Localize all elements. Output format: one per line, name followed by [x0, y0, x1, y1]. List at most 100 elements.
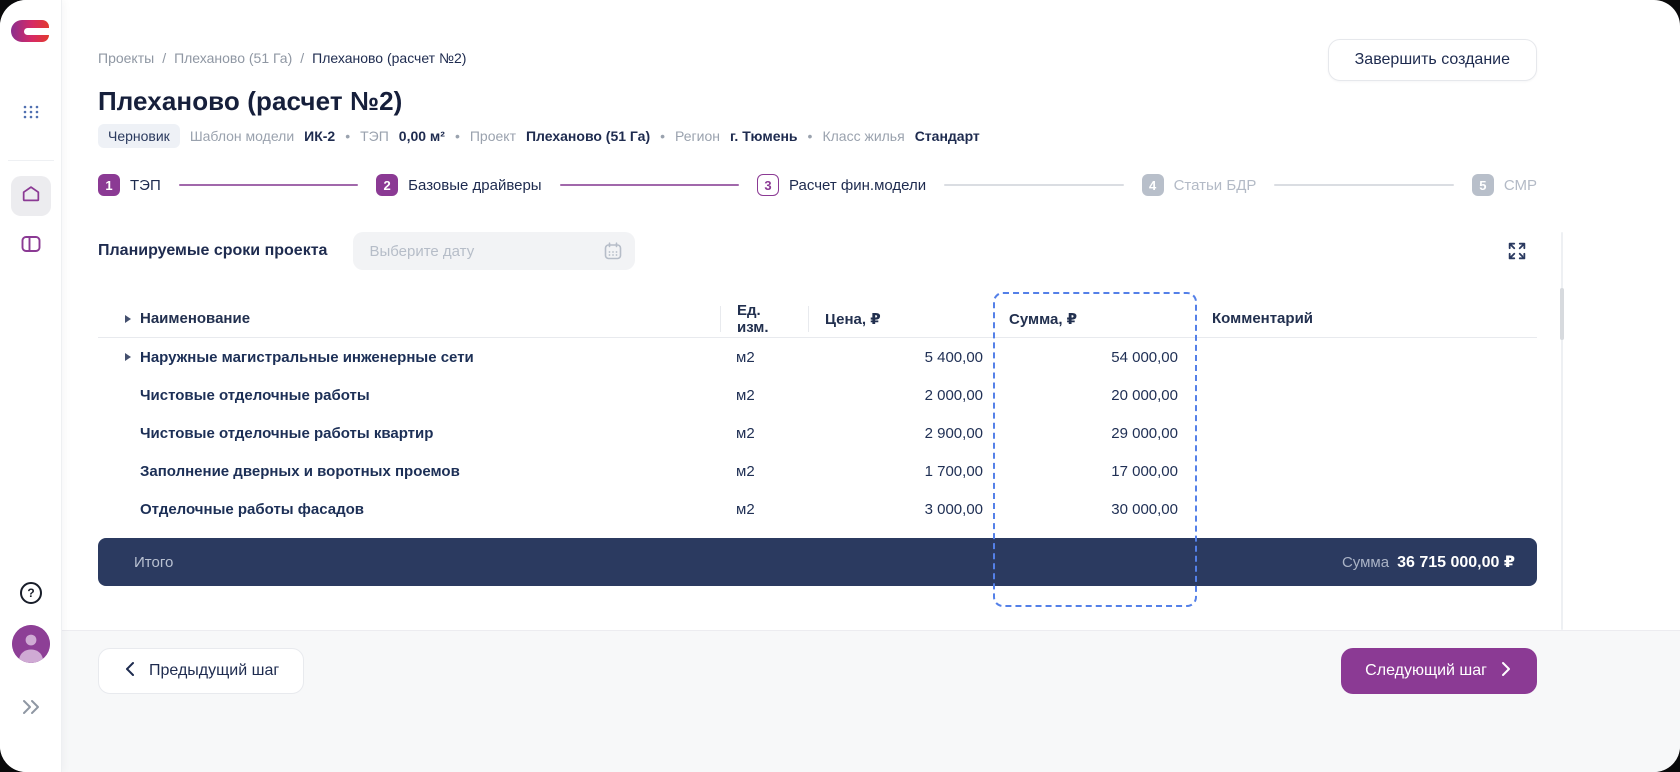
step-connector: [178, 184, 359, 186]
column-header-unit[interactable]: Ед. изм.: [720, 302, 808, 336]
meta-label: Регион: [675, 128, 720, 144]
meta-row: Черновик Шаблон модели ИК-2 • ТЭП 0,00 м…: [98, 124, 980, 148]
column-header-sum[interactable]: Сумма, ₽: [1009, 310, 1078, 328]
row-price[interactable]: 2 000,00: [924, 386, 983, 404]
row-name: Заполнение дверных и воротных проемов: [140, 462, 460, 480]
column-header-name[interactable]: Наименование: [98, 306, 720, 332]
home-icon: [20, 183, 42, 210]
meta-value: ИК-2: [304, 128, 336, 144]
chevron-left-icon: [123, 661, 137, 682]
sidebar-item-home[interactable]: [11, 176, 51, 216]
meta-value: 0,00 м²: [398, 128, 445, 144]
row-unit: м2: [736, 424, 755, 442]
meta-label: Проект: [469, 128, 516, 144]
planned-dates-row: Планируемые сроки проекта: [98, 232, 636, 270]
status-badge: Черновик: [98, 124, 180, 148]
step-badge[interactable]: 2: [376, 174, 399, 196]
row-name: Отделочные работы фасадов: [140, 500, 365, 518]
totals-label: Итого: [134, 553, 174, 571]
step-tep[interactable]: 1 ТЭП: [98, 174, 161, 196]
step-connector: [944, 184, 1124, 186]
meta-label: Класс жилья: [822, 128, 905, 144]
scrollbar-thumb[interactable]: [1560, 288, 1564, 340]
row-name: Наружные магистральные инженерные сети: [140, 348, 474, 366]
date-input[interactable]: [353, 232, 636, 270]
table-row[interactable]: Чистовые отделочные работы квартир м2 2 …: [98, 414, 1537, 452]
row-price[interactable]: 5 400,00: [924, 348, 983, 366]
brand-logo-icon[interactable]: [11, 20, 49, 42]
next-step-label: Следующий шаг: [1365, 662, 1487, 679]
table-row[interactable]: Отделочные работы фасадов м2 3 000,00 30…: [98, 490, 1537, 528]
breadcrumb-item-current: Плеханово (расчет №2): [312, 50, 467, 66]
breadcrumb-item-project[interactable]: Плеханово (51 Га): [174, 50, 293, 66]
step-badge[interactable]: 3: [757, 174, 780, 196]
step-base-drivers[interactable]: 2 Базовые драйверы: [376, 174, 542, 196]
step-label: ТЭП: [130, 176, 161, 194]
apps-grid-icon[interactable]: [21, 102, 41, 122]
step-badge[interactable]: 1: [98, 174, 120, 196]
breadcrumb: Проекты / Плеханово (51 Га) / Плеханово …: [98, 50, 466, 66]
brand-logo-slot: [24, 27, 49, 35]
sidebar-item-board[interactable]: [11, 226, 51, 266]
totals-sum-label: Сумма: [1341, 553, 1390, 571]
previous-step-button[interactable]: Предыдущий шаг: [98, 648, 305, 694]
row-sum: 54 000,00: [1111, 348, 1178, 366]
step-badge[interactable]: 5: [1471, 174, 1494, 196]
row-unit: м2: [736, 500, 755, 518]
date-input-wrap: [353, 232, 636, 270]
row-name: Чистовые отделочные работы: [140, 386, 370, 404]
step-smr[interactable]: 5 СМР: [1471, 174, 1537, 196]
scrollbar-track: [1561, 232, 1563, 630]
fullscreen-expand-icon[interactable]: [1506, 240, 1528, 262]
step-label: Расчет фин.модели: [789, 176, 927, 194]
step-label: Статьи БДР: [1173, 176, 1257, 194]
table-row[interactable]: Наружные магистральные инженерные сети м…: [98, 338, 1537, 376]
step-label: Базовые драйверы: [408, 176, 542, 194]
step-label: СМР: [1503, 176, 1537, 194]
row-price[interactable]: 3 000,00: [924, 500, 983, 518]
column-header-price[interactable]: Цена, ₽: [808, 305, 993, 332]
step-badge[interactable]: 4: [1141, 174, 1164, 196]
breadcrumb-separator: /: [162, 50, 167, 66]
wizard-stepper: 1 ТЭП 2 Базовые драйверы 3 Расчет фин.мо…: [98, 172, 1537, 198]
row-price[interactable]: 2 900,00: [924, 424, 983, 442]
chevron-right-icon: [1499, 661, 1513, 682]
next-step-button[interactable]: Следующий шаг: [1341, 648, 1537, 694]
step-bdr-articles[interactable]: 4 Статьи БДР: [1141, 174, 1257, 196]
table-row[interactable]: Заполнение дверных и воротных проемов м2…: [98, 452, 1537, 490]
row-sum: 30 000,00: [1111, 500, 1178, 518]
finish-creation-button[interactable]: Завершить создание: [1327, 39, 1537, 81]
row-sum: 29 000,00: [1111, 424, 1178, 442]
avatar[interactable]: [12, 625, 50, 663]
totals-sum: Сумма 36 715 000,00 ₽: [1342, 552, 1515, 572]
totals-sum-value: 36 715 000,00 ₽: [1397, 554, 1515, 571]
breadcrumb-item-projects[interactable]: Проекты: [98, 50, 155, 66]
row-price[interactable]: 1 700,00: [924, 462, 983, 480]
collapse-sidebar-icon[interactable]: [18, 696, 44, 718]
sidebar-divider: [8, 160, 54, 161]
column-header-comment[interactable]: Комментарий: [1212, 310, 1314, 327]
step-connector: [559, 184, 740, 186]
row-unit: м2: [736, 462, 755, 480]
row-unit: м2: [736, 386, 755, 404]
breadcrumb-separator: /: [300, 50, 305, 66]
sidebar: ?: [0, 0, 62, 772]
meta-value: Стандарт: [914, 128, 980, 144]
table-row[interactable]: Чистовые отделочные работы м2 2 000,00 2…: [98, 376, 1537, 414]
row-unit: м2: [736, 348, 755, 366]
estimate-table: Наименование Ед. изм. Цена, ₽ Сумма, ₽ К…: [98, 300, 1537, 528]
kanban-board-icon: [19, 232, 43, 261]
meta-value: г. Тюмень: [729, 128, 798, 144]
row-name: Чистовые отделочные работы квартир: [140, 424, 434, 442]
step-fin-model[interactable]: 3 Расчет фин.модели: [757, 174, 926, 196]
step-connector: [1274, 184, 1454, 186]
meta-bullet: •: [660, 128, 666, 144]
meta-bullet: •: [454, 128, 460, 144]
planned-dates-label: Планируемые сроки проекта: [98, 242, 328, 259]
page-title: Плеханово (расчет №2): [98, 86, 403, 116]
meta-label: ТЭП: [360, 128, 389, 144]
help-icon[interactable]: ?: [20, 582, 42, 604]
caret-right-icon[interactable]: [125, 314, 131, 323]
caret-right-icon[interactable]: [125, 353, 131, 361]
